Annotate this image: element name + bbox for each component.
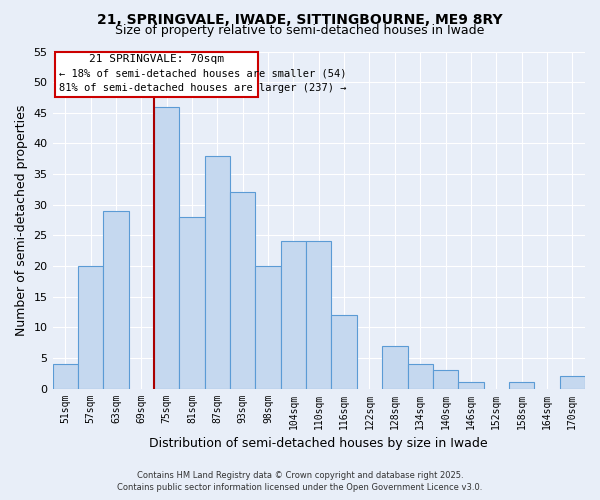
Y-axis label: Number of semi-detached properties: Number of semi-detached properties [15, 104, 28, 336]
Bar [205, 156, 230, 388]
Bar [407, 364, 433, 388]
Bar [256, 266, 281, 388]
Text: 21, SPRINGVALE, IWADE, SITTINGBOURNE, ME9 8RY: 21, SPRINGVALE, IWADE, SITTINGBOURNE, ME… [97, 12, 503, 26]
Bar [560, 376, 585, 388]
Text: 81% of semi-detached houses are larger (237) →: 81% of semi-detached houses are larger (… [59, 84, 346, 94]
Text: ← 18% of semi-detached houses are smaller (54): ← 18% of semi-detached houses are smalle… [59, 68, 346, 78]
Text: Size of property relative to semi-detached houses in Iwade: Size of property relative to semi-detach… [115, 24, 485, 37]
Bar [458, 382, 484, 388]
Bar [281, 242, 306, 388]
Bar [306, 242, 331, 388]
Bar [78, 266, 103, 388]
Text: 21 SPRINGVALE: 70sqm: 21 SPRINGVALE: 70sqm [89, 54, 224, 64]
FancyBboxPatch shape [55, 52, 258, 98]
Bar [331, 315, 357, 388]
Bar [53, 364, 78, 388]
Bar [154, 106, 179, 388]
X-axis label: Distribution of semi-detached houses by size in Iwade: Distribution of semi-detached houses by … [149, 437, 488, 450]
Bar [382, 346, 407, 389]
Bar [103, 211, 128, 388]
Text: Contains HM Land Registry data © Crown copyright and database right 2025.
Contai: Contains HM Land Registry data © Crown c… [118, 471, 482, 492]
Bar [179, 217, 205, 388]
Bar [433, 370, 458, 388]
Bar [509, 382, 534, 388]
Bar [230, 192, 256, 388]
